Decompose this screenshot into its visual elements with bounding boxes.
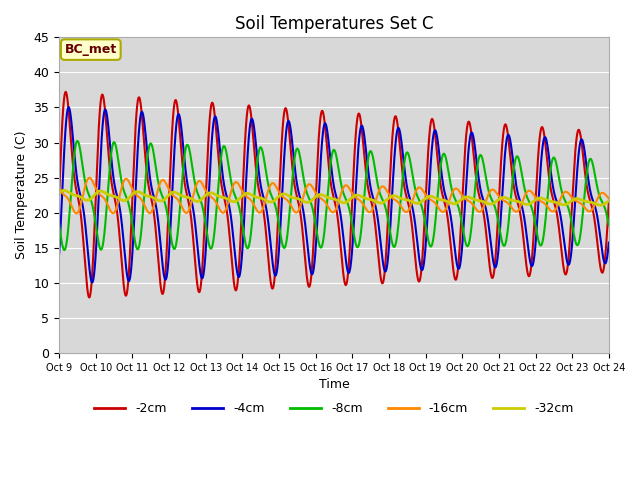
-32cm [508, 197, 515, 203]
-8cm [508, 191, 515, 196]
-16cm [55, 185, 63, 191]
Text: BC_met: BC_met [65, 43, 117, 56]
-4cm [508, 144, 515, 150]
-32cm [266, 199, 273, 205]
-16cm [508, 204, 515, 210]
-32cm [465, 194, 473, 200]
-2cm [466, 120, 474, 126]
-16cm [466, 199, 474, 204]
-4cm [466, 138, 474, 144]
-16cm [156, 182, 163, 188]
-2cm [55, 192, 63, 198]
X-axis label: Time: Time [319, 378, 349, 391]
-4cm [65, 104, 72, 110]
-2cm [385, 195, 393, 201]
-4cm [156, 228, 163, 233]
-8cm [156, 184, 163, 190]
-32cm [596, 202, 604, 208]
Line: -4cm: -4cm [59, 107, 609, 282]
-2cm [86, 295, 93, 300]
-4cm [413, 235, 420, 241]
-16cm [72, 211, 80, 216]
Line: -16cm: -16cm [59, 178, 609, 214]
-32cm [60, 188, 68, 193]
Line: -8cm: -8cm [59, 141, 609, 250]
-16cm [413, 186, 420, 192]
-4cm [605, 240, 612, 245]
-16cm [605, 195, 612, 201]
-2cm [413, 270, 420, 276]
-16cm [385, 192, 393, 197]
-32cm [55, 190, 63, 196]
-8cm [55, 222, 63, 228]
-8cm [266, 187, 273, 192]
-2cm [156, 269, 163, 275]
-16cm [266, 184, 273, 190]
Line: -32cm: -32cm [59, 191, 609, 205]
-2cm [62, 89, 70, 95]
-32cm [413, 201, 420, 206]
-32cm [385, 195, 393, 201]
Line: -2cm: -2cm [59, 92, 609, 298]
-4cm [385, 243, 393, 249]
-16cm [86, 175, 93, 180]
-8cm [385, 223, 393, 228]
Title: Soil Temperatures Set C: Soil Temperatures Set C [235, 15, 433, 33]
-8cm [605, 222, 612, 228]
-8cm [466, 238, 474, 244]
-4cm [266, 229, 273, 235]
-2cm [605, 199, 612, 205]
-2cm [508, 163, 515, 169]
-32cm [605, 198, 612, 204]
-8cm [61, 247, 68, 253]
-4cm [88, 279, 96, 285]
-2cm [266, 268, 273, 274]
-8cm [413, 192, 420, 198]
-4cm [55, 251, 63, 257]
-32cm [156, 198, 163, 204]
-8cm [74, 138, 81, 144]
Y-axis label: Soil Temperature (C): Soil Temperature (C) [15, 131, 28, 259]
Legend: -2cm, -4cm, -8cm, -16cm, -32cm: -2cm, -4cm, -8cm, -16cm, -32cm [89, 397, 579, 420]
